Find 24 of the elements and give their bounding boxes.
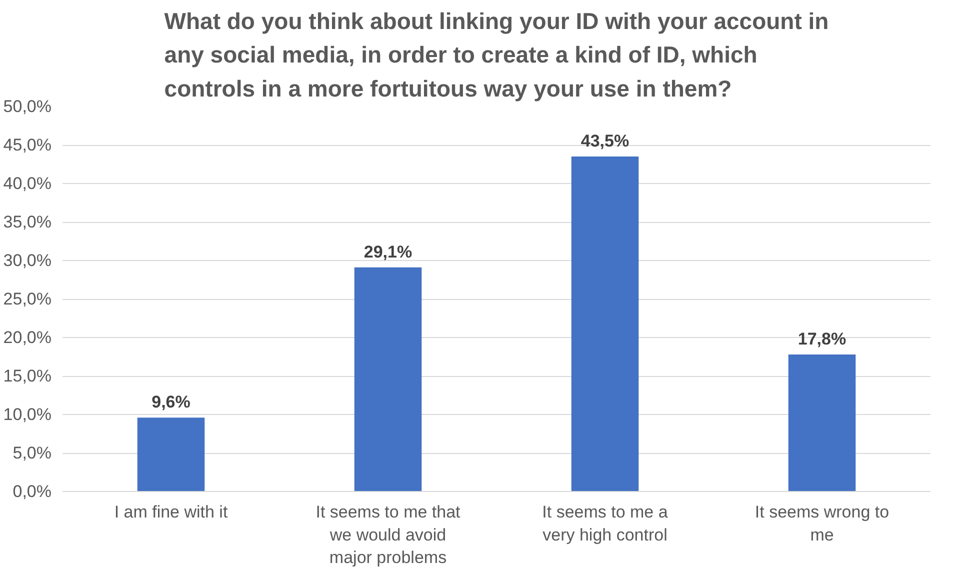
data-label: 29,1%	[364, 242, 412, 262]
y-tick-label: 15,0%	[3, 366, 52, 386]
y-tick-label: 0,0%	[12, 482, 52, 501]
chart-title: What do you think about linking your ID with your account in any social media, in order to create a kind of ID, which controls in a more fortuitous way your use in them?	[164, 8, 829, 102]
y-tick-label: 35,0%	[3, 212, 52, 232]
bar	[788, 354, 856, 492]
data-label: 43,5%	[580, 132, 630, 151]
y-tick-label: 50,0%	[3, 97, 52, 116]
y-tick-label: 25,0%	[3, 290, 52, 308]
data-label: 17,8%	[798, 329, 846, 348]
bar	[137, 418, 205, 492]
x-tick-label: It seems to me that we would avoid major problems	[316, 502, 461, 568]
y-tick-label: 40,0%	[3, 174, 52, 193]
x-tick-label: It seems wrong to me	[754, 502, 890, 544]
bar	[571, 156, 639, 492]
y-tick-label: 5,0%	[12, 444, 52, 462]
x-tick-label: I am fine with it	[114, 502, 228, 522]
x-tick-label: It seems to me a very high control	[542, 502, 668, 544]
data-label: 9,6%	[152, 392, 190, 412]
y-tick-label: 30,0%	[3, 251, 52, 270]
y-tick-label: 10,0%	[3, 405, 52, 424]
y-tick-label: 20,0%	[3, 328, 52, 347]
y-tick-label: 45,0%	[3, 136, 52, 154]
bar	[354, 267, 422, 492]
